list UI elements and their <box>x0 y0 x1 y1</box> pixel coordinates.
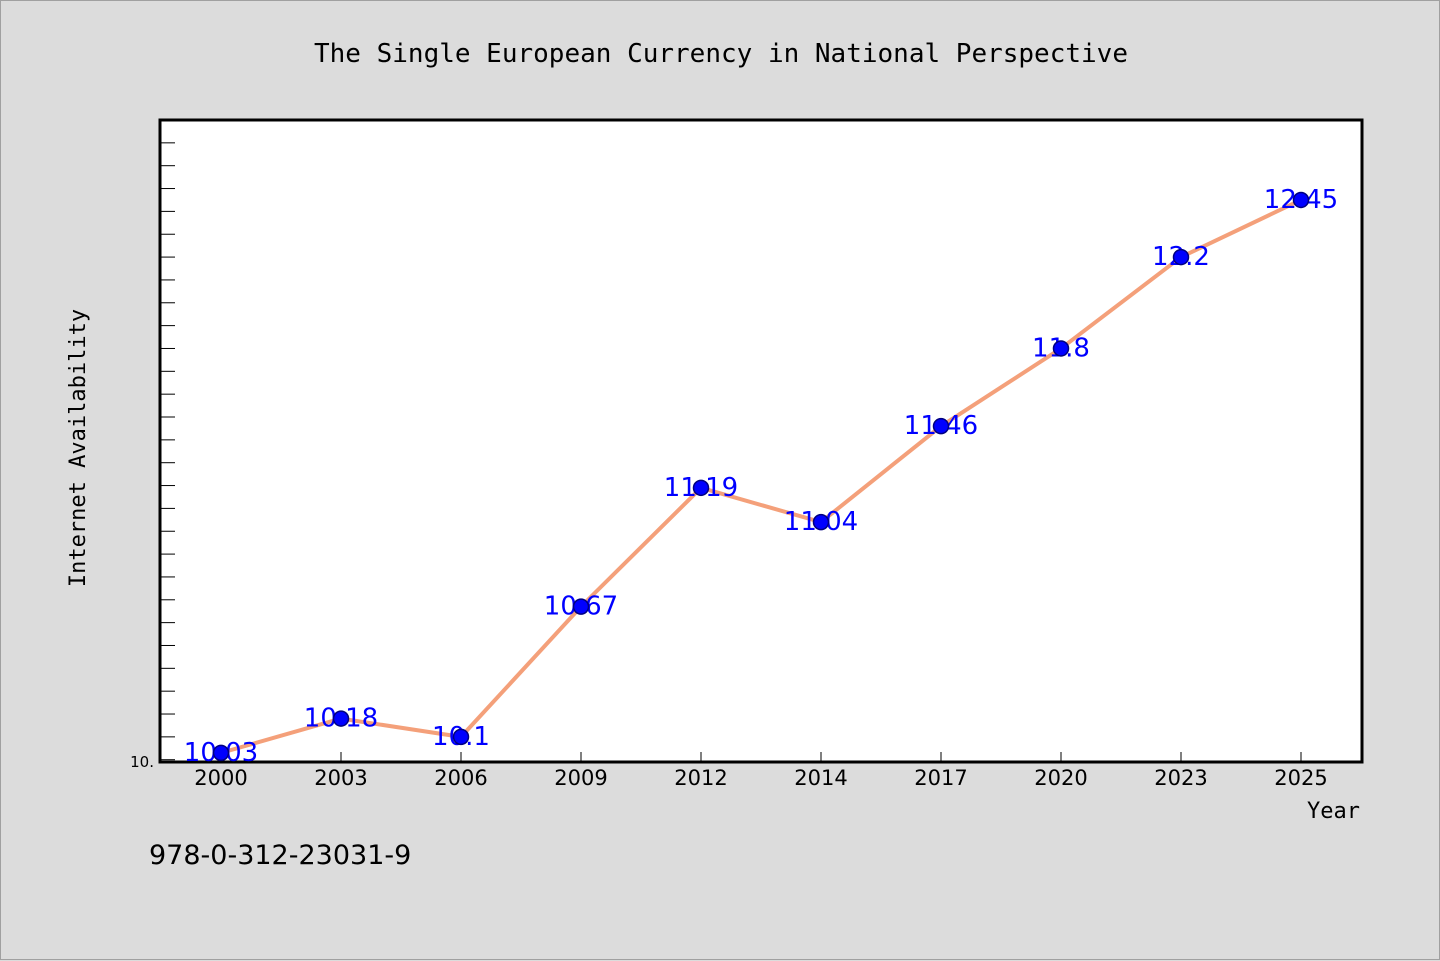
annotation-text: 978-0-312-23031-9 <box>149 840 411 871</box>
data-point <box>1052 340 1070 357</box>
x-axis-label: Year <box>1307 799 1360 824</box>
chart-title: The Single European Currency in National… <box>314 39 1128 69</box>
x-tick-label: 2009 <box>554 766 607 790</box>
data-point <box>1172 248 1190 266</box>
data-point <box>812 513 830 531</box>
x-tick-label: 2017 <box>914 766 967 790</box>
y-axis-label: Internet Availability <box>66 309 91 587</box>
x-tick-label: 2014 <box>794 766 847 790</box>
x-tick-label: 2025 <box>1274 766 1327 790</box>
x-tick-label: 2000 <box>194 766 247 790</box>
x-tick-label: 2003 <box>314 766 367 790</box>
data-point <box>1292 191 1310 209</box>
data-point <box>332 710 350 727</box>
data-point <box>452 728 470 746</box>
y-axis-ticks <box>160 142 175 761</box>
series-line: 10.0310.1810.110.6711.1911.0411.4611.812… <box>184 185 1338 768</box>
x-tick-label: 2020 <box>1034 766 1087 790</box>
x-axis: 2000 2003 2006 2009 2012 2014 2017 2020 2023 2025 <box>194 752 1328 790</box>
data-point <box>572 598 590 615</box>
x-tick-label: 2023 <box>1154 766 1207 790</box>
x-tick-label: 2006 <box>434 766 487 790</box>
plot-area <box>158 118 1364 764</box>
x-tick-label: 2012 <box>674 766 727 790</box>
data-point <box>932 417 950 435</box>
y-tick-label: 10. <box>130 753 154 771</box>
data-line <box>220 198 1302 755</box>
data-point <box>692 479 710 497</box>
data-point <box>212 744 230 762</box>
